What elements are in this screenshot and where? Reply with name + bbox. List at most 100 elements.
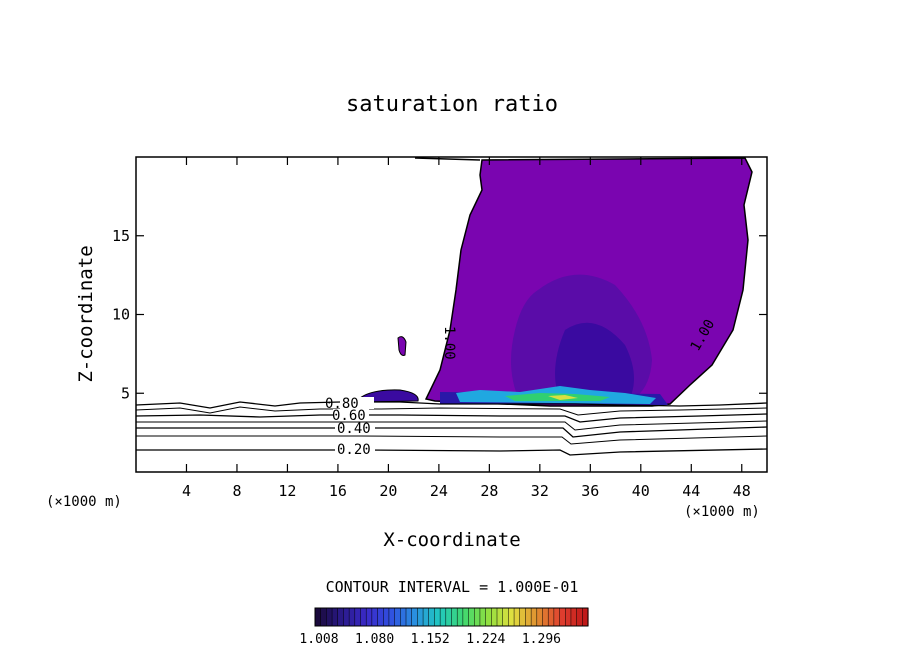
y-tick-label: 15	[112, 227, 130, 245]
colorbar-cell	[519, 608, 527, 626]
colorbar-cell	[570, 608, 578, 626]
contour-line-080	[136, 401, 767, 409]
contour-label-080: 0.80	[325, 396, 359, 412]
contour-line-050	[136, 420, 767, 431]
colorbar-cell	[474, 608, 481, 626]
x-tick-label: 12	[278, 482, 296, 500]
x-tick-label: 28	[480, 482, 498, 500]
colorbar-cell	[343, 608, 350, 626]
colorbar-cell	[383, 608, 390, 626]
colorbar-cell	[462, 608, 470, 626]
colorbar-cell	[479, 608, 487, 626]
colorbar-cell	[565, 608, 572, 626]
label-bg	[335, 443, 375, 455]
contour-labels: 0.80 0.60 0.40 0.20 1.00 1.00	[325, 317, 718, 458]
chart-title: saturation ratio	[346, 92, 558, 117]
colorbar-label: 1.296	[522, 632, 561, 647]
colorbar-cell	[514, 608, 521, 626]
colorbar-cell	[553, 608, 561, 626]
y-ticks: 5 10 15	[112, 227, 767, 402]
colorbar-label: 1.224	[466, 632, 505, 647]
contour-line-030	[136, 435, 767, 445]
colorbar-cell	[525, 608, 532, 626]
colorbar-cell	[326, 608, 333, 626]
colorbar-cell	[559, 608, 566, 626]
colorbar-cell	[349, 608, 356, 626]
colorbar-cell	[320, 608, 327, 626]
colorbar-labels: 1.008 1.080 1.152 1.224 1.296	[299, 632, 561, 647]
x-tick-label: 48	[733, 482, 751, 500]
colorbar-cell	[337, 608, 345, 626]
colorbar-cell	[451, 608, 458, 626]
colorbar-cell	[576, 608, 583, 626]
colorbar	[314, 607, 589, 627]
x-axis-label: X-coordinate	[383, 529, 520, 551]
colorbar-cell	[542, 608, 549, 626]
colorbar-frame	[314, 607, 589, 627]
colorbar-cell	[548, 608, 555, 626]
contour-line-060	[136, 413, 767, 423]
colorbar-label: 1.008	[299, 632, 338, 647]
saturation-patch-small	[397, 336, 407, 356]
x-tick-label: 44	[682, 482, 700, 500]
contour-line-020	[136, 448, 767, 456]
saturation-patch-left	[359, 389, 419, 403]
x-tick-label: 32	[531, 482, 549, 500]
colorbar-cell	[457, 608, 464, 626]
label-bg	[340, 397, 374, 409]
y-axis-label: Z-coordinate	[75, 245, 97, 382]
colorbar-cell	[582, 608, 589, 626]
x-tick-label: 16	[329, 482, 347, 500]
colorbar-cell	[406, 608, 413, 626]
x-ticks: 4 8 12 16 20 24 28 32 36 40 44 48	[182, 157, 751, 500]
colorbar-cell	[428, 608, 436, 626]
saturation-band-yellow	[548, 395, 578, 400]
label-bg	[335, 423, 375, 435]
colorbar-cell	[360, 608, 367, 626]
x-tick-label: 24	[430, 482, 448, 500]
colorbar-cell	[417, 608, 424, 626]
colorbar-cell	[332, 608, 339, 626]
plot-area	[136, 157, 767, 456]
colorbar-label: 1.152	[411, 632, 450, 647]
contour-label-100-left: 1.00	[441, 326, 457, 360]
colorbar-cell	[536, 608, 544, 626]
x-unit-left: (×1000 m)	[46, 494, 122, 510]
x-unit-right: (×1000 m)	[684, 504, 760, 520]
contour-label-020: 0.20	[337, 442, 371, 458]
saturation-region-core	[555, 322, 634, 400]
colorbar-cell	[502, 608, 509, 626]
x-tick-label: 36	[581, 482, 599, 500]
contour-line-040	[136, 426, 767, 438]
contour-interval-text: CONTOUR INTERVAL = 1.000E-01	[326, 578, 579, 596]
colorbar-cell	[371, 608, 379, 626]
contour-label-040: 0.40	[337, 421, 371, 437]
colorbar-cell	[497, 608, 504, 626]
colorbar-cell	[508, 608, 515, 626]
colorbar-cell	[468, 608, 475, 626]
label-bg	[333, 409, 369, 421]
colorbar-cell	[315, 608, 322, 626]
colorbar-cell	[440, 608, 447, 626]
x-tick-label: 4	[182, 482, 191, 500]
colorbar-label: 1.080	[355, 632, 394, 647]
contour-line-top	[414, 157, 481, 161]
colorbar-cell	[423, 608, 430, 626]
x-tick-label: 8	[232, 482, 241, 500]
contour-label-060: 0.60	[332, 408, 366, 424]
colorbar-cell	[400, 608, 407, 626]
x-tick-label: 40	[632, 482, 650, 500]
contour-line-070	[136, 406, 767, 416]
colorbar-cell	[531, 608, 538, 626]
colorbar-cell	[394, 608, 401, 626]
colorbar-cell	[485, 608, 492, 626]
x-tick-label: 20	[379, 482, 397, 500]
colorbar-cell	[377, 608, 384, 626]
y-tick-label: 5	[121, 384, 130, 402]
colorbar-cell	[388, 608, 396, 626]
colorbar-cell	[354, 608, 362, 626]
colorbar-cell	[445, 608, 453, 626]
y-tick-label: 10	[112, 306, 130, 324]
colorbar-cell	[411, 608, 418, 626]
